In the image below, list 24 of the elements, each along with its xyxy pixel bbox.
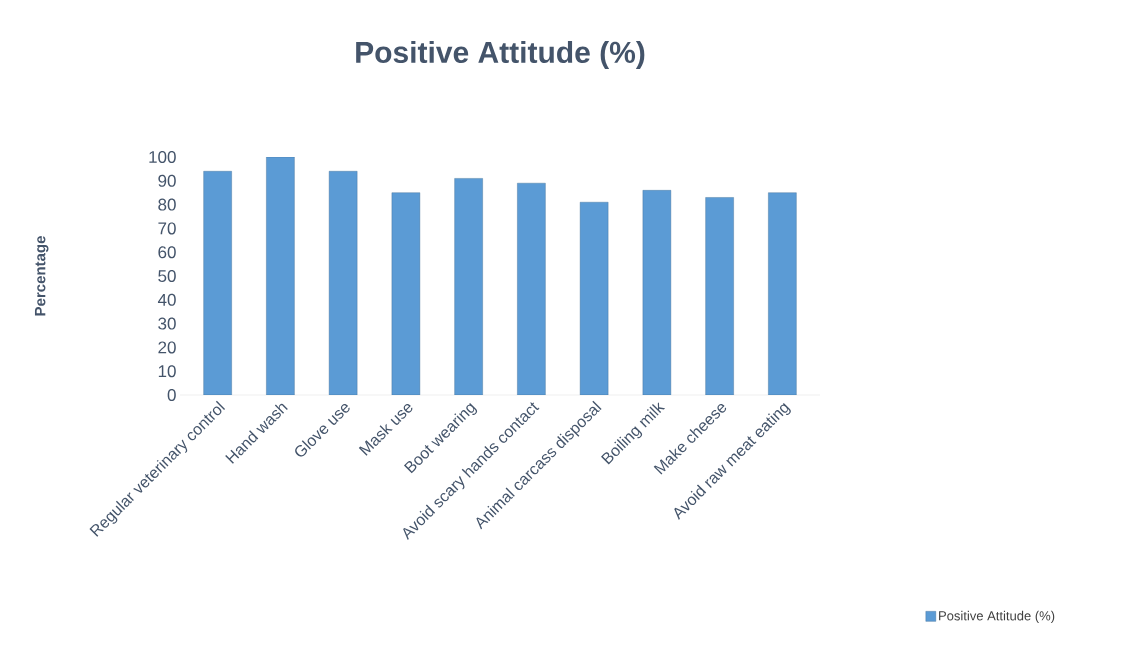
bar <box>705 197 734 395</box>
bar <box>454 178 483 395</box>
y-tick-label: 70 <box>158 222 176 235</box>
y-tick-label: 0 <box>167 388 176 402</box>
y-tick-label: 30 <box>158 317 176 330</box>
bar <box>579 202 609 395</box>
y-axis-title: Percentage <box>34 236 49 316</box>
bar <box>328 171 358 395</box>
y-tick-label: 50 <box>158 269 176 283</box>
y-tick-label: 40 <box>157 293 176 306</box>
chart-title: Positive Attitude (%) <box>356 40 645 69</box>
y-tick-label: 10 <box>158 365 176 378</box>
bar <box>203 171 232 395</box>
y-tick-label: 80 <box>158 198 176 211</box>
bar <box>391 192 421 395</box>
y-tick-label: 100 <box>149 150 176 164</box>
bar <box>517 182 546 395</box>
y-tick-label: 60 <box>158 246 176 259</box>
y-tick-label: 20 <box>158 341 176 354</box>
y-tick-label: 90 <box>158 174 176 187</box>
legend-label: Positive Attitude (%) <box>939 610 1055 623</box>
bar <box>642 190 672 395</box>
bar <box>768 192 797 395</box>
bar <box>266 157 295 395</box>
